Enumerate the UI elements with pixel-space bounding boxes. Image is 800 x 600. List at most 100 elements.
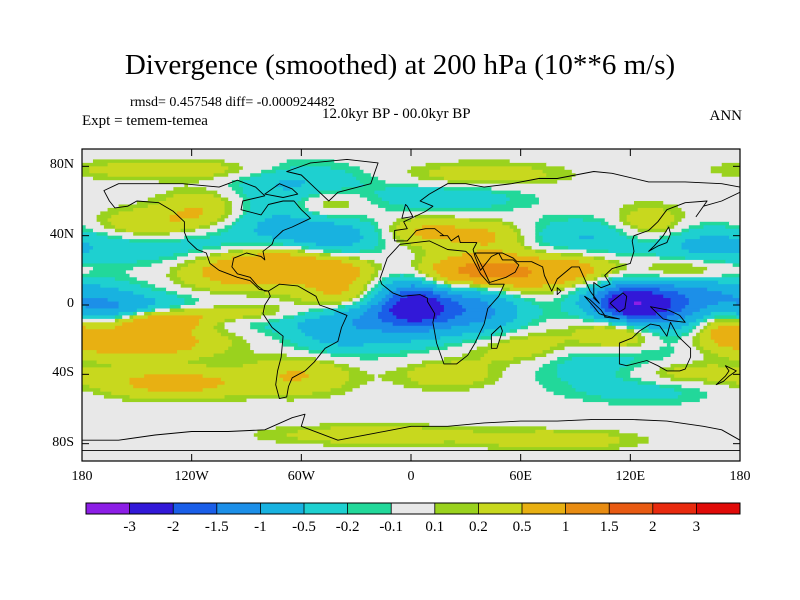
field-cell xyxy=(729,235,740,240)
field-cell xyxy=(283,315,295,320)
field-cell xyxy=(517,308,544,313)
field-cell xyxy=(677,318,697,323)
field-cell xyxy=(407,169,430,174)
field-cell xyxy=(696,318,705,323)
field-cell xyxy=(359,357,379,362)
field-cell xyxy=(133,311,138,316)
field-cell xyxy=(538,218,569,223)
field-cell xyxy=(92,159,226,164)
field-cell xyxy=(82,169,90,174)
field-cell xyxy=(370,287,376,292)
field-cell xyxy=(421,318,449,323)
field-cell xyxy=(129,381,226,386)
field-cell xyxy=(144,294,178,299)
field-cell xyxy=(359,166,412,171)
field-cell xyxy=(114,315,123,320)
field-cell xyxy=(209,235,273,240)
field-cell xyxy=(191,329,218,334)
field-cell xyxy=(246,339,280,344)
field-cell xyxy=(180,277,211,282)
field-cell xyxy=(82,322,123,327)
field-cell xyxy=(286,353,332,358)
field-cell xyxy=(82,277,116,282)
field-cell xyxy=(319,360,335,365)
field-cell xyxy=(659,346,675,351)
field-cell xyxy=(568,311,588,316)
field-cell xyxy=(535,225,547,230)
colorbar-swatch xyxy=(696,503,741,514)
field-cell xyxy=(209,221,218,226)
field-cell xyxy=(242,180,280,185)
field-cell xyxy=(520,291,555,296)
field-cell xyxy=(224,201,233,206)
field-cell xyxy=(641,329,650,334)
field-cell xyxy=(674,367,740,372)
field-cell xyxy=(425,162,547,167)
field-cell xyxy=(334,363,350,368)
field-cell xyxy=(685,305,708,310)
field-cell xyxy=(144,311,153,316)
field-cell xyxy=(367,259,376,264)
field-cell xyxy=(82,298,109,303)
field-cell xyxy=(451,284,471,289)
field-cell xyxy=(608,298,672,303)
field-cell xyxy=(370,291,379,296)
field-cell xyxy=(213,194,222,199)
field-cell xyxy=(82,287,120,292)
field-cell xyxy=(396,301,441,306)
field-cell xyxy=(378,284,387,289)
field-cell xyxy=(82,412,740,417)
field-cell xyxy=(217,384,343,389)
field-cell xyxy=(473,280,566,285)
field-cell xyxy=(220,232,259,237)
field-cell xyxy=(206,363,244,368)
field-cell xyxy=(443,280,449,285)
field-cell xyxy=(330,166,361,171)
field-cell xyxy=(231,225,259,230)
field-cell xyxy=(414,367,489,372)
field-cell xyxy=(82,433,255,438)
field-cell xyxy=(166,190,218,195)
field-cell xyxy=(542,350,555,355)
field-cell xyxy=(473,381,496,386)
field-cell xyxy=(348,201,372,206)
field-cell xyxy=(304,180,361,185)
field-cell xyxy=(436,284,449,289)
field-cell xyxy=(542,235,580,240)
field-cell xyxy=(184,235,211,240)
field-cell xyxy=(491,346,551,351)
field-cell xyxy=(82,204,120,209)
field-cell xyxy=(169,308,185,313)
field-cell xyxy=(677,395,708,400)
field-cell xyxy=(411,259,423,264)
field-cell xyxy=(447,280,474,285)
field-cell xyxy=(122,235,185,240)
field-cell xyxy=(688,249,740,254)
field-cell xyxy=(575,173,723,178)
field-cell xyxy=(202,374,280,379)
field-cell xyxy=(286,433,609,438)
field-cell xyxy=(670,305,686,310)
field-cell xyxy=(279,298,302,303)
field-cell xyxy=(465,263,518,268)
field-cell xyxy=(228,249,244,254)
field-cell xyxy=(319,422,430,427)
field-cell xyxy=(681,207,740,212)
field-cell xyxy=(593,235,628,240)
field-cell xyxy=(122,398,248,403)
field-cell xyxy=(703,318,708,323)
field-cell xyxy=(542,214,595,219)
field-cell xyxy=(286,159,335,164)
field-cell xyxy=(615,266,628,271)
field-cell xyxy=(352,263,372,268)
field-cell xyxy=(593,266,617,271)
field-cell xyxy=(334,311,365,316)
field-cell xyxy=(601,298,609,303)
field-cell xyxy=(703,346,734,351)
field-cell xyxy=(250,204,299,209)
field-cell xyxy=(82,395,105,400)
field-cell xyxy=(641,343,668,348)
field-cell xyxy=(491,187,740,192)
field-cell xyxy=(319,339,412,344)
field-cell xyxy=(166,291,178,296)
